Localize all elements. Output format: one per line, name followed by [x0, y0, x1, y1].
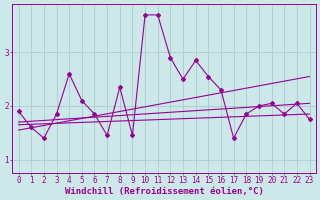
X-axis label: Windchill (Refroidissement éolien,°C): Windchill (Refroidissement éolien,°C): [65, 187, 263, 196]
